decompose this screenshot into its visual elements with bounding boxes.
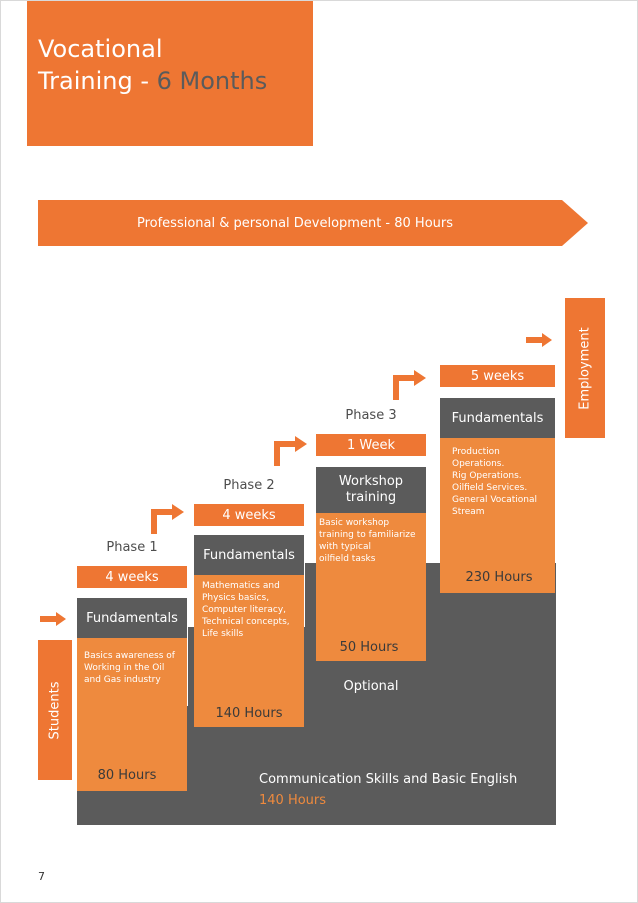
step-1-heading: Fundamentals: [77, 598, 187, 638]
step-1-desc-line: and Gas industry: [84, 675, 161, 685]
step-3-heading-line: training: [345, 490, 397, 505]
step-3-desc-line: training to familiarize: [319, 530, 416, 540]
phase-2-label: Phase 2: [223, 478, 275, 493]
step-4-duration: 5 weeks: [440, 365, 555, 387]
step-2-desc-line: Technical concepts,: [202, 617, 290, 627]
step-1-duration: 4 weeks: [77, 566, 187, 588]
header-title-accent: 6 Months: [156, 67, 268, 95]
students-label: Students: [47, 681, 63, 739]
step-2-desc-line: Computer literacy,: [202, 605, 287, 615]
step-4-desc-line: Oilfield Services.: [452, 483, 528, 493]
step-up-arrow-icon: [274, 436, 307, 466]
step-3-heading: Workshop training: [316, 467, 426, 513]
base-title: Communication Skills and Basic English: [259, 772, 518, 787]
step-4-column: [440, 438, 555, 593]
step-1-description: Basics awareness of Working in the Oil a…: [84, 650, 175, 686]
base-hours: 140 Hours: [259, 793, 327, 808]
step-2-desc-line: Life skills: [202, 629, 244, 639]
step-3-desc-line: oilfield tasks: [319, 554, 376, 564]
step-3-note: Optional: [343, 679, 399, 694]
step-3-description: Basic workshop training to familiarize w…: [319, 517, 416, 565]
step-2-column: [194, 575, 304, 727]
step-3-column: [316, 513, 426, 661]
banner-arrow: [38, 200, 588, 246]
header-title-line2: Training - 6 Months: [38, 66, 267, 96]
step-3-heading-line: Workshop: [338, 474, 404, 489]
step-4-desc-line: Stream: [452, 507, 485, 517]
page-number: 7: [38, 870, 45, 883]
step-3-desc-line: Basic workshop: [319, 518, 390, 528]
step-1-hours: 80 Hours: [97, 768, 157, 783]
step-4-hours: 230 Hours: [465, 570, 533, 585]
step-up-arrow-icon: [151, 504, 184, 534]
phase-1-label: Phase 1: [106, 540, 158, 555]
header-block: [27, 0, 313, 146]
step-2-desc-line: Physics basics,: [202, 593, 270, 603]
step-4-desc-line: General Vocational: [452, 495, 538, 505]
step-4-description: Production Operations. Rig Operations. O…: [452, 446, 537, 518]
employment-label: Employment: [577, 326, 593, 410]
step-2-heading: Fundamentals: [194, 535, 304, 575]
students-bar: Students: [38, 640, 72, 780]
step-1-desc-line: Working in the Oil: [84, 663, 165, 673]
phase-3-label: Phase 3: [345, 408, 397, 423]
step-2-desc-line: Mathematics and: [202, 581, 280, 591]
header-title-prefix: Training -: [38, 67, 157, 95]
step-2-duration: 4 weeks: [194, 504, 304, 526]
step-2-description: Mathematics and Physics basics, Computer…: [202, 580, 290, 640]
step-1-desc-line: Basics awareness of: [84, 651, 175, 661]
step-2-hours: 140 Hours: [215, 706, 283, 721]
step-up-arrow-icon: [393, 370, 426, 400]
step-3-hours: 50 Hours: [339, 640, 399, 655]
step-3-desc-line: with typical: [319, 542, 371, 552]
step-1-column: [77, 638, 187, 791]
step-4-desc-line: Operations.: [452, 459, 505, 469]
employment-bar: Employment: [565, 298, 605, 438]
step-3-duration: 1 Week: [316, 434, 426, 456]
banner-text: Professional & personal Development - 80…: [136, 215, 454, 231]
arrow-right-icon: [526, 333, 552, 347]
arrow-right-icon: [40, 612, 66, 626]
header-title-line1: Vocational: [38, 35, 163, 63]
step-4-desc-line: Rig Operations.: [452, 471, 522, 481]
step-4-desc-line: Production: [452, 447, 500, 457]
step-4-heading: Fundamentals: [440, 398, 555, 438]
